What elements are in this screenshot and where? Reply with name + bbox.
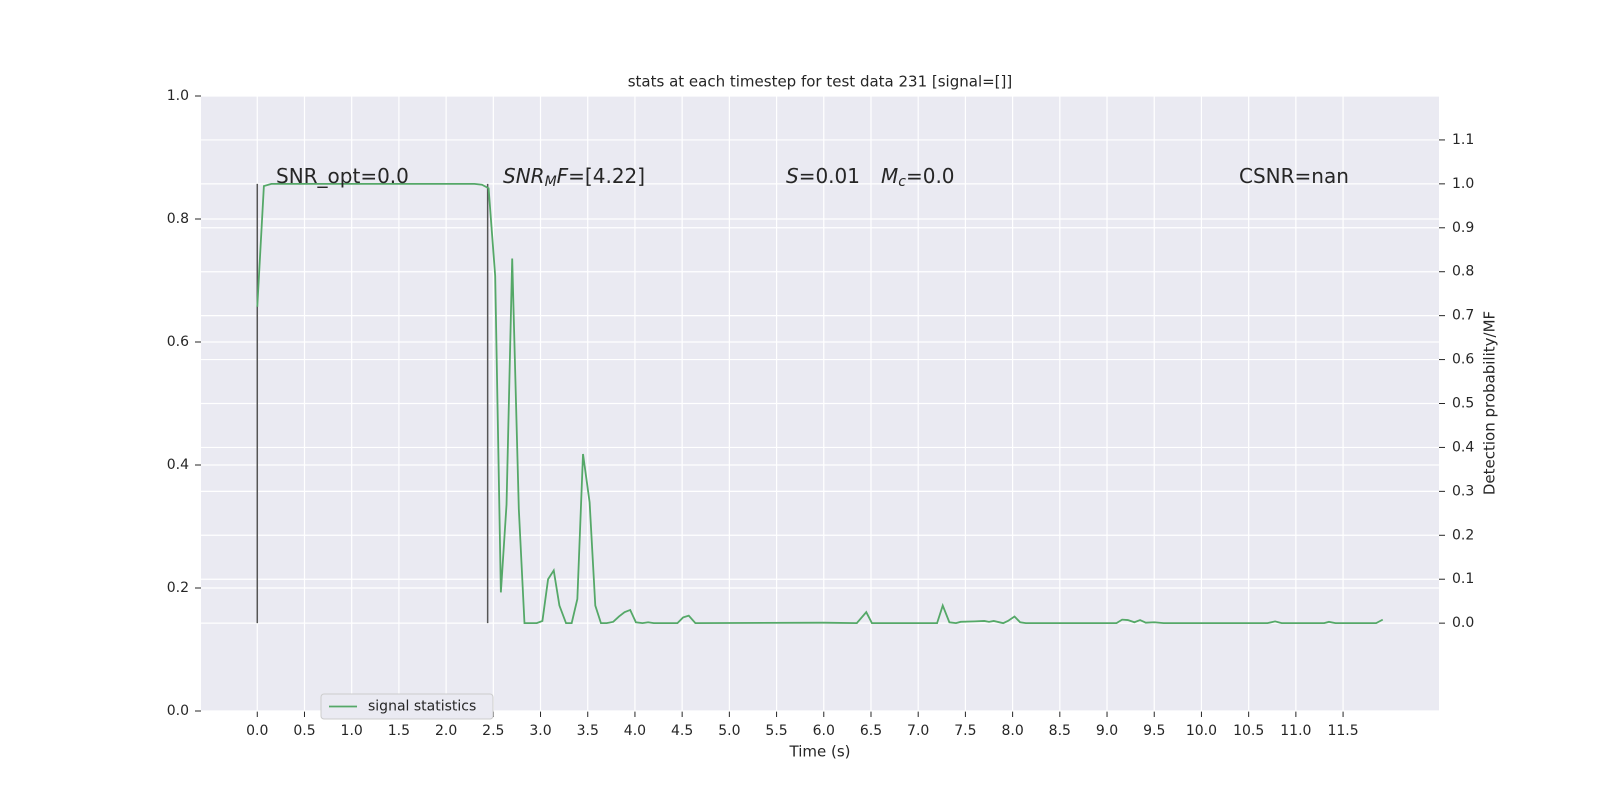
y2-tick-label: 0.0 xyxy=(1452,615,1474,631)
y-tick-label: 0.2 xyxy=(167,580,189,596)
x-tick-label: 3.0 xyxy=(529,723,551,739)
annotation-text: =[4.22] xyxy=(568,164,645,188)
annotation: S=0.01 xyxy=(786,164,860,188)
x-tick-label: 3.5 xyxy=(577,723,599,739)
y-tick-label: 0.4 xyxy=(167,457,189,473)
x-tick-label: 6.5 xyxy=(860,723,882,739)
annotation: Mc=0.0 xyxy=(881,164,955,191)
x-tick-label: 2.5 xyxy=(482,723,504,739)
annotation-text: =0.0 xyxy=(906,164,955,188)
annotation: SNR_opt=0.0 xyxy=(276,164,409,188)
y2-tick-label: 0.5 xyxy=(1452,396,1474,412)
x-tick-label: 9.0 xyxy=(1096,723,1118,739)
x-tick-label: 5.0 xyxy=(718,723,740,739)
x-tick-label: 1.5 xyxy=(388,723,410,739)
y2-tick-label: 0.6 xyxy=(1452,352,1474,368)
annotation-subscript: M xyxy=(545,174,557,190)
annotation-text: SNR_opt=0.0 xyxy=(276,164,409,188)
x-tick-label: 6.0 xyxy=(813,723,835,739)
x-tick-label: 9.5 xyxy=(1143,723,1165,739)
y2-tick-label: 1.0 xyxy=(1452,176,1474,192)
x-tick-label: 4.5 xyxy=(671,723,693,739)
chart-title: stats at each timestep for test data 231… xyxy=(628,73,1013,91)
x-tick-label: 1.0 xyxy=(341,723,363,739)
grid xyxy=(195,95,1445,717)
y2-tick-label: 0.8 xyxy=(1452,264,1474,280)
annotation: SNRMF=[4.22] xyxy=(503,164,645,191)
x-tick-label: 0.0 xyxy=(246,723,268,739)
marks xyxy=(256,182,1384,625)
legend-label: signal statistics xyxy=(368,699,476,715)
x-tick-label: 8.0 xyxy=(1001,723,1023,739)
y2-tick-label: 0.4 xyxy=(1452,439,1474,455)
y2-tick-label: 0.7 xyxy=(1452,308,1474,324)
y2-tick-label: 0.9 xyxy=(1452,220,1474,236)
annotation-text: =0.01 xyxy=(799,164,860,188)
legend-box xyxy=(320,693,494,720)
legend: signal statistics xyxy=(320,693,494,720)
x-tick-label: 7.0 xyxy=(907,723,929,739)
y-tick-label: 1.0 xyxy=(167,88,189,104)
x-tick-label: 0.5 xyxy=(293,723,315,739)
x-axis-label: Time (s) xyxy=(789,743,851,761)
y2-tick-label: 1.1 xyxy=(1452,132,1474,148)
x-tick-label: 4.0 xyxy=(624,723,646,739)
y2-axis-label: Detection probability/MF xyxy=(1481,311,1499,495)
y-tick-label: 0.0 xyxy=(167,703,189,719)
x-tick-label: 5.5 xyxy=(765,723,787,739)
y-tick-label: 0.6 xyxy=(167,334,189,350)
y2-tick-label: 0.3 xyxy=(1452,483,1474,499)
annotation-subscript: c xyxy=(898,174,906,190)
annotation: CSNR=nan xyxy=(1239,164,1349,188)
x-tick-label: 11.5 xyxy=(1327,723,1358,739)
annotation-text: F xyxy=(557,164,569,188)
x-tick-label: 11.0 xyxy=(1280,723,1311,739)
annotation-text: S xyxy=(786,164,799,188)
data-line xyxy=(256,182,1384,625)
y2-tick-label: 0.1 xyxy=(1452,571,1474,587)
annotation-text: CSNR=nan xyxy=(1239,164,1349,188)
y-tick-label: 0.8 xyxy=(167,211,189,227)
x-tick-label: 10.5 xyxy=(1233,723,1264,739)
x-tick-label: 2.0 xyxy=(435,723,457,739)
x-tick-label: 8.5 xyxy=(1049,723,1071,739)
y2-tick-label: 0.2 xyxy=(1452,527,1474,543)
annotation-text: M xyxy=(881,164,898,188)
x-tick-label: 7.5 xyxy=(954,723,976,739)
x-tick-label: 10.0 xyxy=(1186,723,1217,739)
annotation-text: SNR xyxy=(503,164,545,188)
